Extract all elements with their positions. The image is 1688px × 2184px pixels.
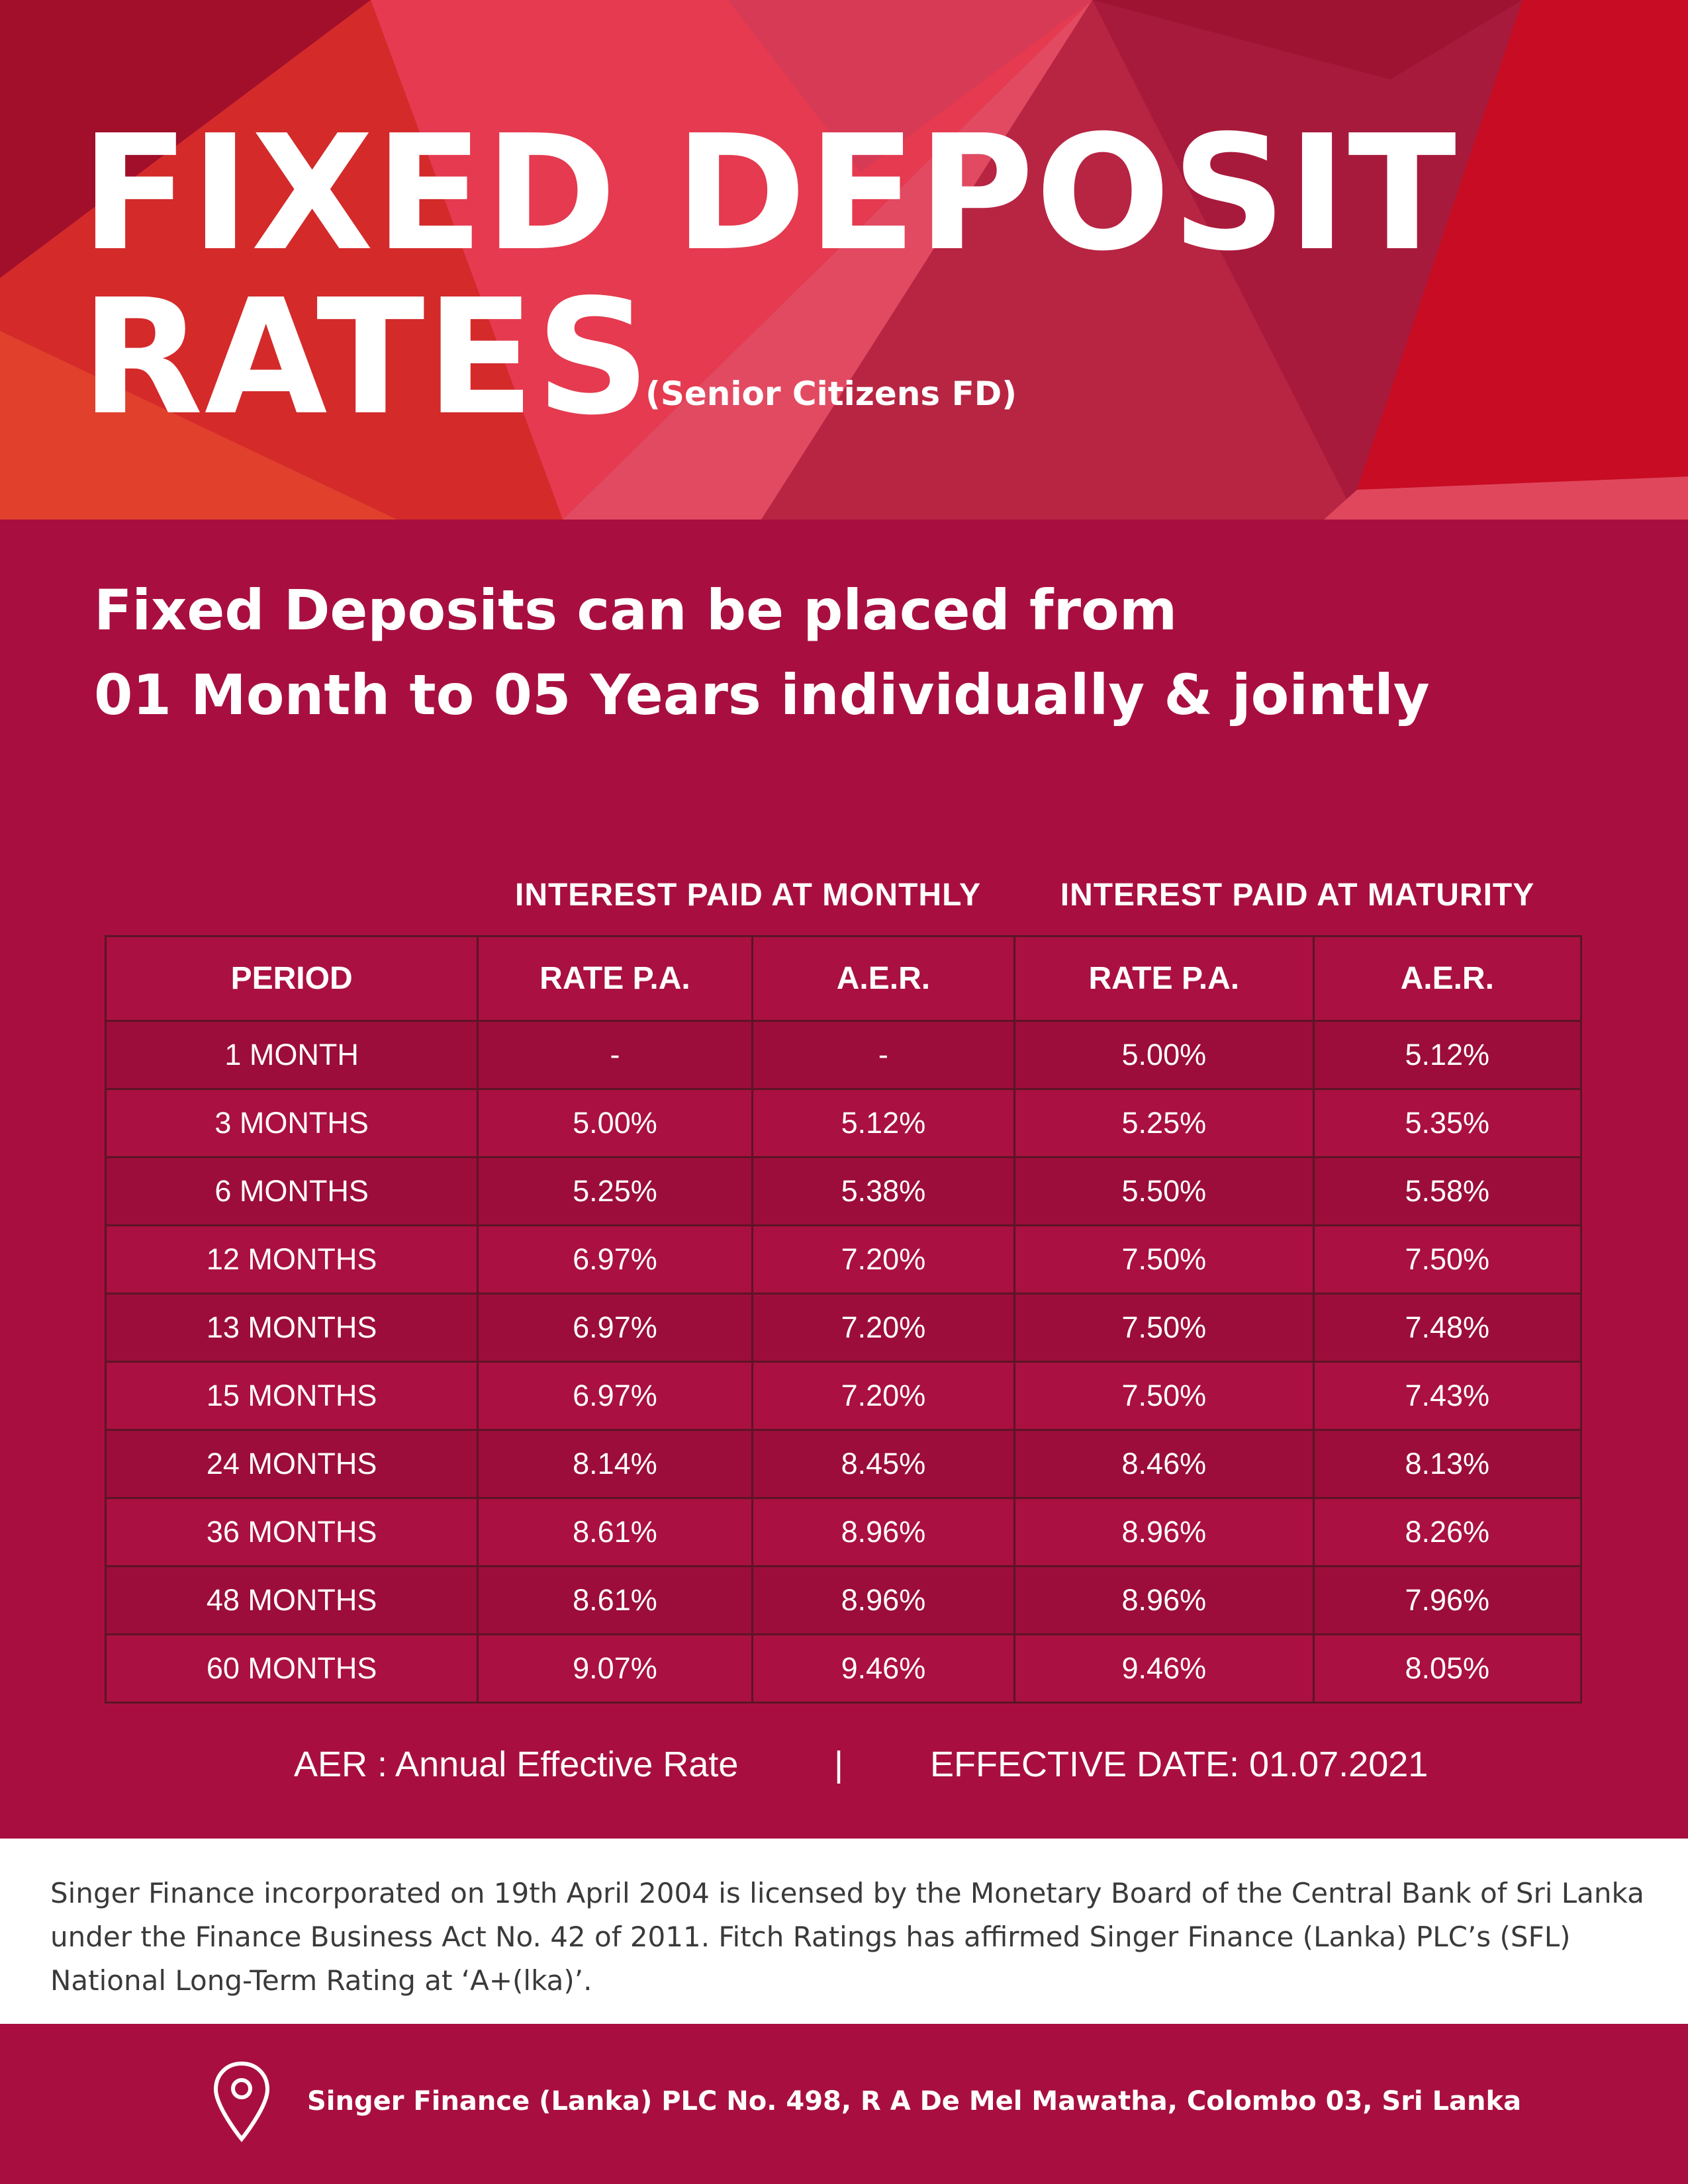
table-row: 36 MONTHS 8.61% 8.96% 8.96% 8.26% bbox=[104, 1497, 1582, 1567]
lead-text: Fixed Deposits can be placed from 01 Mon… bbox=[94, 568, 1617, 737]
maturity-aer-cell: 8.26% bbox=[1312, 1497, 1582, 1567]
maturity-aer-cell: 7.48% bbox=[1312, 1293, 1582, 1363]
group-header-monthly: INTEREST PAID AT MONTHLY bbox=[514, 878, 981, 913]
disclaimer-band: Singer Finance incorporated on 19th Apri… bbox=[0, 1839, 1688, 2024]
column-header-monthly-rate: RATE P.A. bbox=[477, 935, 753, 1022]
page-subtitle: (Senior Citizens FD) bbox=[645, 375, 1017, 413]
period-cell: 60 MONTHS bbox=[104, 1633, 479, 1704]
maturity-rate-cell: 7.50% bbox=[1013, 1224, 1315, 1295]
maturity-rate-cell: 5.00% bbox=[1013, 1020, 1315, 1090]
rates-table-body: 1 MONTH - -5.00% 5.12% 3 MONTHS 5.00% 5.12% 5.2… bbox=[104, 1020, 1582, 1704]
monthly-rate-cell: 6.97% bbox=[477, 1224, 753, 1295]
effective-date: EFFECTIVE DATE: 01.07.2021 bbox=[930, 1745, 1429, 1784]
maturity-aer-cell: 7.96% bbox=[1312, 1565, 1582, 1635]
monthly-aer-cell: 7.20% bbox=[751, 1224, 1016, 1295]
monthly-rate-cell: 8.61% bbox=[477, 1565, 753, 1635]
table-row: 48 MONTHS 8.61% 8.96% 8.96% 7.96% bbox=[104, 1565, 1582, 1635]
aer-definition: AER : Annual Effective Rate bbox=[294, 1745, 739, 1784]
period-cell: 13 MONTHS bbox=[104, 1293, 479, 1363]
column-header-maturity-aer: A.E.R. bbox=[1312, 935, 1582, 1022]
disclaimer-text: Singer Finance incorporated on 19th Apri… bbox=[50, 1877, 1644, 1997]
lead-line-2: 01 Month to 05 Years individually & join… bbox=[94, 662, 1430, 727]
monthly-aer-cell: 8.45% bbox=[751, 1429, 1016, 1499]
period-cell: 1 MONTH bbox=[104, 1020, 479, 1090]
page-title-line-2: RATES bbox=[81, 265, 652, 450]
monthly-aer-cell: 5.38% bbox=[751, 1156, 1016, 1226]
maturity-rate-cell: 8.96% bbox=[1013, 1565, 1315, 1635]
monthly-rate-cell: - bbox=[477, 1020, 753, 1090]
period-cell: 6 MONTHS bbox=[104, 1156, 479, 1226]
monthly-aer-cell: - bbox=[751, 1020, 1016, 1090]
maturity-aer-cell: 7.43% bbox=[1312, 1361, 1582, 1431]
lead-line-1: Fixed Deposits can be placed from bbox=[94, 578, 1178, 643]
monthly-rate-cell: 6.97% bbox=[477, 1293, 753, 1363]
header-banner: FIXED DEPOSIT RATES (Senior Citizens FD) bbox=[0, 0, 1688, 520]
maturity-aer-cell: 8.05% bbox=[1312, 1633, 1582, 1704]
period-cell: 24 MONTHS bbox=[104, 1429, 479, 1499]
maturity-rate-cell: 5.50% bbox=[1013, 1156, 1315, 1226]
table-row: 24 MONTHS 8.14% 8.45% 8.46% 8.13% bbox=[104, 1429, 1582, 1499]
table-header-row: PERIOD RATE P.A. A.E.R. RATE P.A. A.E.R. bbox=[104, 935, 1582, 1022]
maturity-rate-cell: 9.46% bbox=[1013, 1633, 1315, 1704]
monthly-rate-cell: 5.00% bbox=[477, 1088, 753, 1158]
table-row: 6 MONTHS 5.25% 5.38% 5.50% 5.58% bbox=[104, 1156, 1582, 1226]
period-cell: 48 MONTHS bbox=[104, 1565, 479, 1635]
maturity-rate-cell: 7.50% bbox=[1013, 1293, 1315, 1363]
footnote-separator: | bbox=[834, 1745, 844, 1784]
period-cell: 3 MONTHS bbox=[104, 1088, 479, 1158]
maturity-aer-cell: 8.13% bbox=[1312, 1429, 1582, 1499]
table-row: 12 MONTHS 6.97% 7.20% 7.50% 7.50% bbox=[104, 1224, 1582, 1295]
column-header-period: PERIOD bbox=[104, 935, 479, 1022]
maturity-aer-cell: 5.35% bbox=[1312, 1088, 1582, 1158]
period-cell: 15 MONTHS bbox=[104, 1361, 479, 1431]
monthly-aer-cell: 7.20% bbox=[751, 1293, 1016, 1363]
table-row: 15 MONTHS 6.97% 7.20% 7.50% 7.43% bbox=[104, 1361, 1582, 1431]
table-row: 60 MONTHS 9.07% 9.46% 9.46% 8.05% bbox=[104, 1633, 1582, 1704]
maturity-rate-cell: 5.25% bbox=[1013, 1088, 1315, 1158]
monthly-rate-cell: 8.61% bbox=[477, 1497, 753, 1567]
table-row: 1 MONTH - -5.00% 5.12% bbox=[104, 1020, 1582, 1090]
maturity-aer-cell: 7.50% bbox=[1312, 1224, 1582, 1295]
monthly-rate-cell: 5.25% bbox=[477, 1156, 753, 1226]
maturity-rate-cell: 7.50% bbox=[1013, 1361, 1315, 1431]
monthly-aer-cell: 9.46% bbox=[751, 1633, 1016, 1704]
monthly-rate-cell: 9.07% bbox=[477, 1633, 753, 1704]
monthly-aer-cell: 5.12% bbox=[751, 1088, 1016, 1158]
column-header-maturity-rate: RATE P.A. bbox=[1013, 935, 1315, 1022]
maturity-aer-cell: 5.12% bbox=[1312, 1020, 1582, 1090]
maturity-aer-cell: 5.58% bbox=[1312, 1156, 1582, 1226]
monthly-rate-cell: 8.14% bbox=[477, 1429, 753, 1499]
company-address: Singer Finance (Lanka) PLC No. 498, R A … bbox=[307, 2086, 1522, 2116]
address-bar: Singer Finance (Lanka) PLC No. 498, R A … bbox=[0, 2024, 1688, 2184]
period-cell: 12 MONTHS bbox=[104, 1224, 479, 1295]
rates-table: PERIOD RATE P.A. A.E.R. RATE P.A. A.E.R.… bbox=[104, 935, 1582, 1704]
maturity-rate-cell: 8.96% bbox=[1013, 1497, 1315, 1567]
page-title-line-1: FIXED DEPOSIT bbox=[81, 101, 1458, 286]
column-header-monthly-aer: A.E.R. bbox=[751, 935, 1016, 1022]
location-pin-icon bbox=[213, 2061, 270, 2142]
table-row: 13 MONTHS 6.97% 7.20% 7.50% 7.48% bbox=[104, 1293, 1582, 1363]
geometric-background bbox=[0, 0, 1688, 520]
monthly-rate-cell: 6.97% bbox=[477, 1361, 753, 1431]
group-header-maturity: INTEREST PAID AT MATURITY bbox=[1060, 878, 1535, 913]
monthly-aer-cell: 7.20% bbox=[751, 1361, 1016, 1431]
table-row: 3 MONTHS 5.00% 5.12% 5.25% 5.35% bbox=[104, 1088, 1582, 1158]
monthly-aer-cell: 8.96% bbox=[751, 1565, 1016, 1635]
period-cell: 36 MONTHS bbox=[104, 1497, 479, 1567]
monthly-aer-cell: 8.96% bbox=[751, 1497, 1016, 1567]
maturity-rate-cell: 8.46% bbox=[1013, 1429, 1315, 1499]
